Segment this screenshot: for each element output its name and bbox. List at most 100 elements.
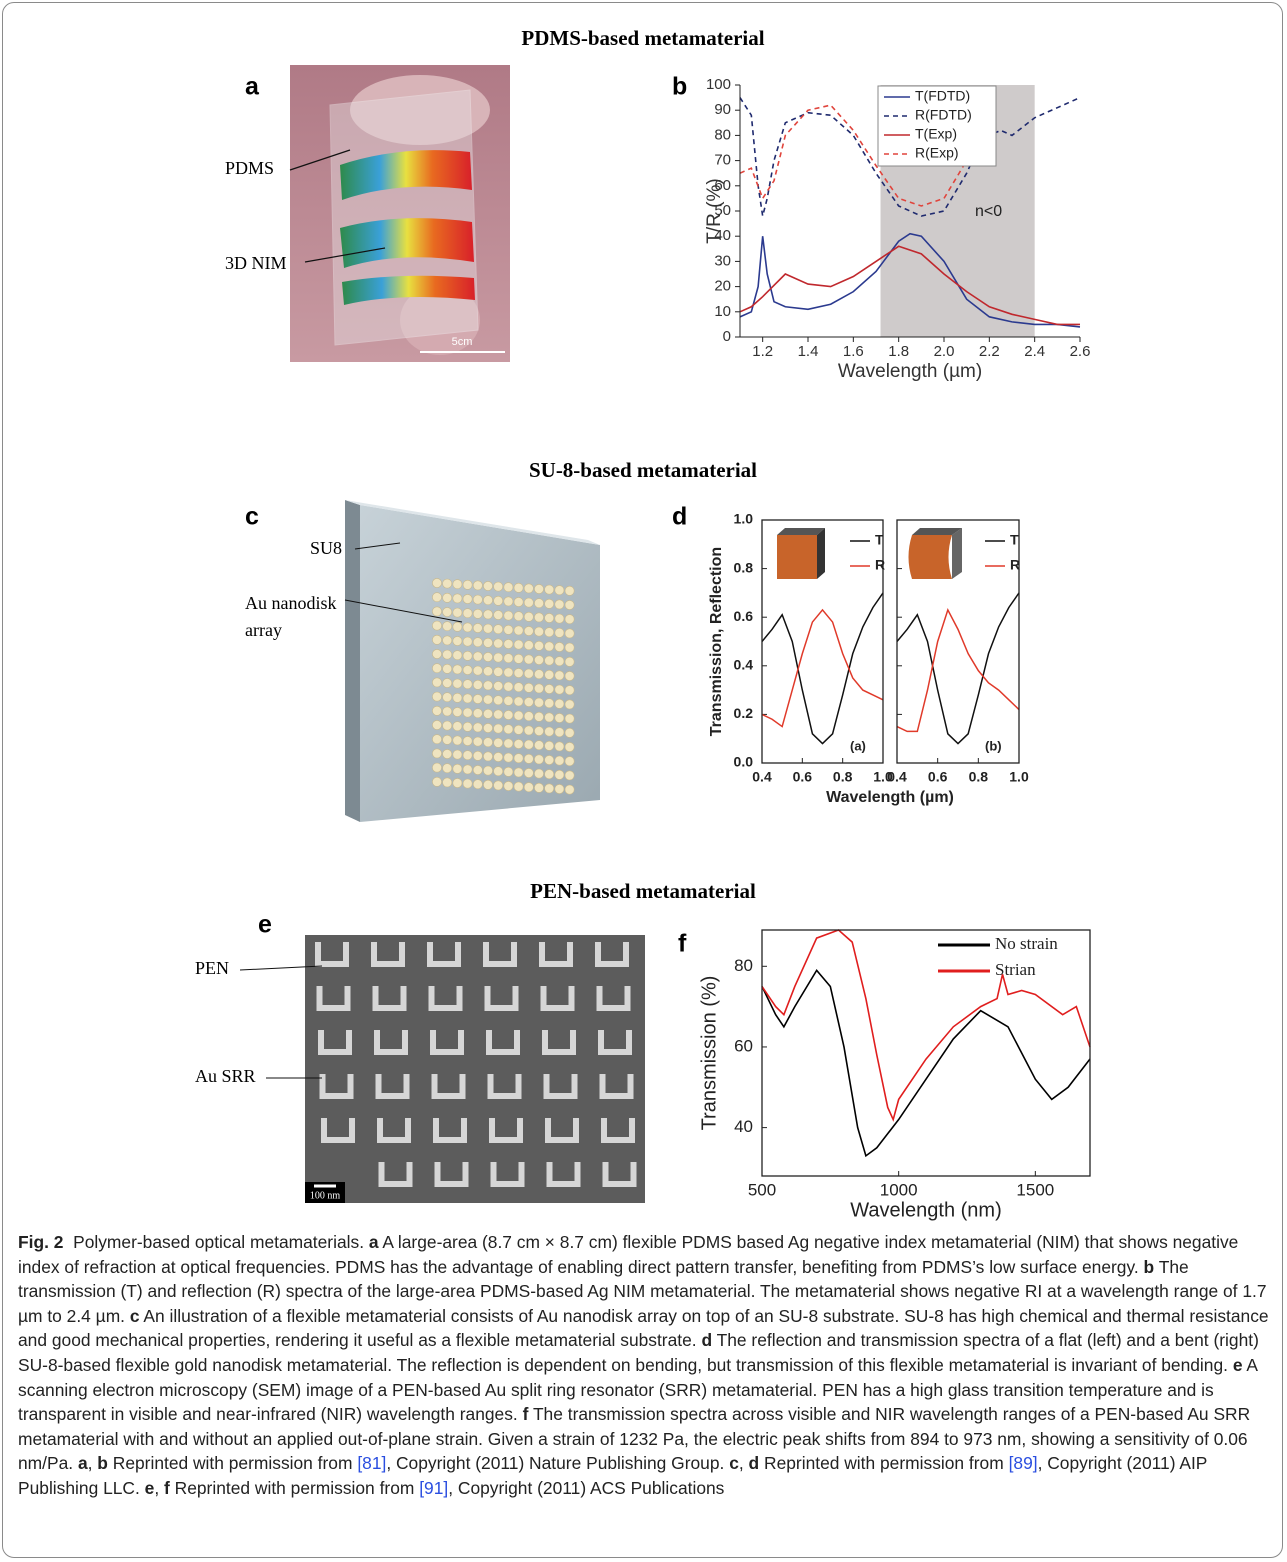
nanodisk xyxy=(545,770,554,779)
inset-bent xyxy=(909,528,963,579)
nanodisk xyxy=(443,664,452,673)
nanodisk xyxy=(463,779,472,788)
image-label: PEN xyxy=(195,958,229,978)
nanodisk xyxy=(453,736,462,745)
nanodisk xyxy=(473,609,482,618)
nanodisk xyxy=(494,696,503,705)
nanodisk xyxy=(555,770,564,779)
nanodisk xyxy=(534,741,543,750)
reference-link[interactable]: [89] xyxy=(1009,1453,1038,1473)
nanodisk xyxy=(524,655,533,664)
nanodisk xyxy=(514,640,523,649)
nanodisk xyxy=(504,739,513,748)
legend-label: No strain xyxy=(995,934,1058,953)
panel-ref: c xyxy=(130,1306,140,1326)
nanodisk xyxy=(453,665,462,674)
nanodisk xyxy=(483,581,492,590)
image-label: 3D NIM xyxy=(225,253,287,273)
nanodisk xyxy=(504,696,513,705)
nanodisk xyxy=(443,707,452,716)
nanodisk xyxy=(473,723,482,732)
caption-text: , xyxy=(88,1453,93,1473)
nanodisk xyxy=(534,726,543,735)
x-tick-label: 1.4 xyxy=(798,343,819,360)
nanodisk xyxy=(463,651,472,660)
nanodisk xyxy=(453,651,462,660)
nanodisk xyxy=(463,609,472,618)
nanodisk xyxy=(432,578,441,587)
nanodisk xyxy=(504,597,513,606)
y-tick-label: 0.0 xyxy=(734,754,754,770)
nanodisk xyxy=(463,694,472,703)
nanodisk xyxy=(463,637,472,646)
nanodisk xyxy=(514,697,523,706)
nanodisk xyxy=(453,764,462,773)
nanodisk xyxy=(514,782,523,791)
legend-label: T(FDTD) xyxy=(915,88,970,104)
reference-link[interactable]: [81] xyxy=(357,1453,386,1473)
y-tick-label: 0.2 xyxy=(734,705,754,721)
nanodisk xyxy=(463,751,472,760)
nanodisk xyxy=(514,768,523,777)
nanodisk xyxy=(483,596,492,605)
nanodisk xyxy=(453,679,462,688)
panel-ref: d xyxy=(749,1453,760,1473)
panel-ref: b xyxy=(97,1453,108,1473)
nanodisk xyxy=(453,707,462,716)
nanodisk xyxy=(514,668,523,677)
nanodisk xyxy=(555,699,564,708)
nanodisk xyxy=(483,652,492,661)
x-tick-label: 0.4 xyxy=(887,769,907,785)
scale-label: 5cm xyxy=(452,336,473,348)
panel-label: a xyxy=(245,73,260,101)
nanodisk xyxy=(555,657,564,666)
panel-ref: e xyxy=(145,1478,155,1498)
x-tick-label: 1000 xyxy=(880,1180,918,1199)
nanodisk xyxy=(443,593,452,602)
nanodisk xyxy=(494,582,503,591)
nanodisk xyxy=(545,713,554,722)
x-axis-title: Wavelength (µm) xyxy=(826,789,954,806)
nanodisk xyxy=(443,764,452,773)
nanodisk xyxy=(524,783,533,792)
nanodisk xyxy=(432,593,441,602)
nanodisk xyxy=(443,749,452,758)
nanodisk xyxy=(473,666,482,675)
x-tick-label: 0.4 xyxy=(752,769,772,785)
nanodisk xyxy=(555,642,564,651)
nanodisk xyxy=(463,680,472,689)
nanodisk xyxy=(443,650,452,659)
nanodisk xyxy=(443,579,452,588)
nanodisk xyxy=(473,737,482,746)
y-tick-label: 90 xyxy=(714,101,731,118)
nanodisk xyxy=(514,626,523,635)
nanodisk xyxy=(463,765,472,774)
figure: PDMS-based metamaterial SU-8-based metam… xyxy=(0,0,1287,1225)
legend-label: T(Exp) xyxy=(915,126,957,142)
nanodisk xyxy=(483,780,492,789)
nanodisk xyxy=(545,656,554,665)
y-tick-label: 80 xyxy=(734,956,753,975)
nanodisk xyxy=(524,712,533,721)
nanodisk xyxy=(432,749,441,758)
reference-link[interactable]: [91] xyxy=(419,1478,448,1498)
nanodisk xyxy=(473,623,482,632)
nanodisk xyxy=(504,725,513,734)
nanodisk xyxy=(453,608,462,617)
panel-ref: a xyxy=(369,1232,379,1252)
nanodisk xyxy=(453,750,462,759)
nanodisk xyxy=(432,706,441,715)
caption-text: , Copyright (2011) ACS Publications xyxy=(448,1478,724,1498)
plot-frame xyxy=(762,930,1090,1176)
nanodisk xyxy=(504,668,513,677)
x-tick-label: 1.0 xyxy=(1009,769,1029,785)
caption-text: , xyxy=(739,1453,744,1473)
nanodisk xyxy=(524,697,533,706)
legend-label: R xyxy=(875,557,885,573)
nanodisk xyxy=(494,767,503,776)
nanodisk xyxy=(432,635,441,644)
panel-ref: e xyxy=(1233,1355,1243,1375)
nanodisk xyxy=(432,649,441,658)
y-tick-label: 1.0 xyxy=(734,511,754,527)
nanodisk xyxy=(494,781,503,790)
